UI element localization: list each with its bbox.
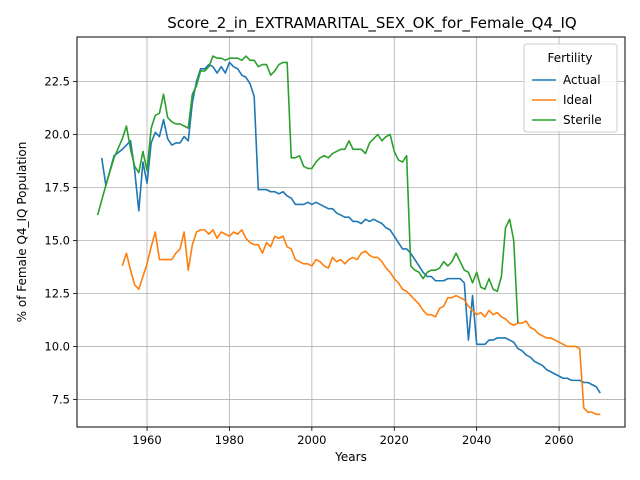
y-axis-label: % of Female Q4_IQ Population	[15, 142, 29, 323]
x-tick-label: 2040	[462, 433, 491, 447]
x-tick-label: 2000	[297, 433, 326, 447]
chart-title: Score_2_in_EXTRAMARITAL_SEX_OK_for_Femal…	[167, 14, 576, 33]
x-axis-label: Years	[334, 450, 367, 464]
x-axis: 1960 1980 2000 2020 2040 2060	[132, 427, 574, 447]
y-tick-label: 22.5	[44, 75, 70, 89]
series-lines	[96, 55, 601, 416]
legend-box	[523, 43, 618, 133]
legend-title: Fertility	[547, 51, 592, 65]
series-line-sterile	[96, 55, 519, 324]
legend-label-sterile: Sterile	[563, 113, 602, 127]
y-tick-label: 15.0	[44, 233, 70, 247]
y-tick-label: 20.0	[44, 128, 70, 142]
y-tick-label: 10.0	[44, 339, 70, 353]
x-tick-label: 2060	[544, 433, 573, 447]
plot-frame	[76, 36, 626, 428]
legend-label-ideal: Ideal	[563, 93, 592, 107]
x-tick-label: 1980	[215, 433, 244, 447]
legend-label-actual: Actual	[563, 73, 601, 87]
y-tick-label: 12.5	[44, 286, 70, 300]
y-axis: 7.5 10.0 12.5 15.0 17.5 20.0 22.5	[44, 75, 77, 406]
series-line-ideal	[121, 229, 601, 416]
x-tick-label: 2020	[380, 433, 409, 447]
x-tick-label: 1960	[132, 433, 161, 447]
y-tick-label: 17.5	[44, 180, 70, 194]
legend: Fertility Actual Ideal Sterile	[523, 43, 618, 133]
y-tick-label: 7.5	[52, 392, 70, 406]
